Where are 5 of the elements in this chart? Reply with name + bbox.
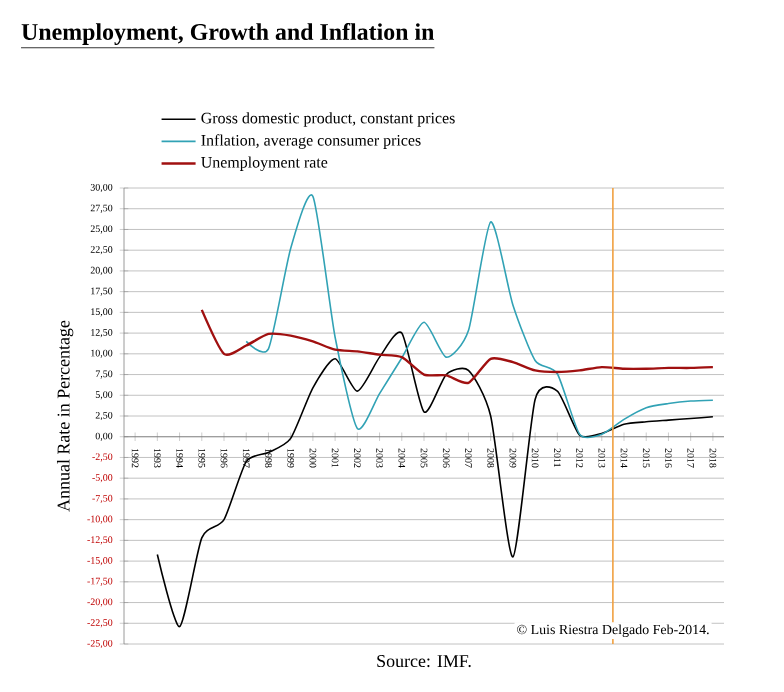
chart-title: Unemployment, Growth and Inflation in (21, 22, 435, 45)
y-axis-title: Annual Rate in Percentage (56, 320, 74, 512)
line-series (156, 332, 714, 628)
source-note: Source: IMF. (377, 655, 471, 668)
line-series (200, 308, 715, 385)
